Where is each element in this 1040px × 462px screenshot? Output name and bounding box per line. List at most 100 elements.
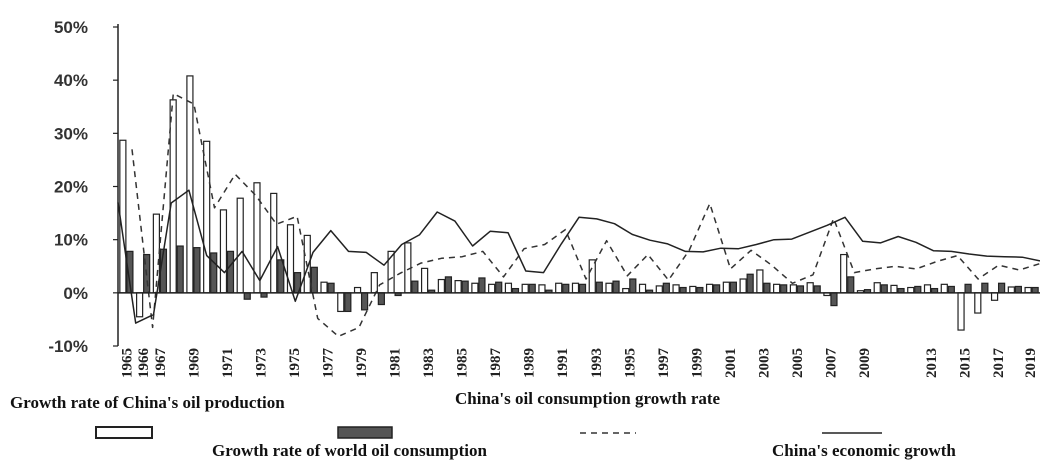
world-consumption-bar: [964, 283, 972, 294]
china-production-bar: [236, 197, 244, 294]
legend-swatch-china-production: [95, 426, 153, 439]
x-tick-label: 1975: [287, 348, 303, 378]
china-production-bar: [1007, 286, 1015, 294]
y-tick-label: 40%: [54, 71, 88, 90]
world-consumption-bar: [226, 250, 235, 294]
world-consumption-bar: [377, 292, 385, 306]
series-lines: [117, 92, 1040, 338]
world-consumption-bar: [595, 281, 603, 294]
y-axis-ticks: 50% 40% 30% 20% 10% 0% -10%: [48, 18, 88, 356]
china-production-bar: [454, 280, 462, 294]
china-production-bar: [186, 75, 194, 294]
world-consumption-bar: [210, 252, 218, 294]
china-production-bar: [957, 292, 965, 331]
x-tick-label: 1971: [220, 348, 236, 378]
world-consumption-bar: [1014, 285, 1022, 294]
world-consumption-bar: [696, 286, 704, 294]
legend-label-world-consumption: Growth rate of world oil consumption: [212, 441, 487, 460]
world-consumption-bar: [914, 285, 922, 294]
china-production-bar: [739, 278, 747, 294]
y-tick-label: 20%: [54, 178, 88, 197]
world-consumption-bar: [562, 283, 570, 294]
x-tick-label: 2003: [756, 348, 772, 378]
x-tick-label: 1966: [136, 348, 152, 379]
world-consumption-bar: [981, 282, 989, 294]
world-consumption-bar: [679, 286, 687, 294]
axes: [113, 24, 1040, 347]
china-production-bar: [689, 285, 697, 294]
y-tick-label: 50%: [54, 18, 88, 37]
world-consumption-bar: [478, 277, 486, 294]
world-consumption-bar: [176, 245, 184, 294]
china-production-bar: [169, 99, 177, 294]
x-tick-label: 1991: [555, 348, 571, 378]
china-production-bar: [638, 283, 647, 294]
x-tick-label: 1987: [488, 348, 504, 379]
china-consumption-line: [131, 92, 1040, 338]
x-tick-label: 1973: [254, 348, 270, 378]
x-tick-label: 2005: [790, 348, 806, 378]
world-consumption-bar: [1031, 286, 1039, 294]
x-tick-label: 1995: [622, 348, 638, 378]
china-production-bar: [923, 284, 932, 294]
x-axis-ticks: 1965 1966 1967 1969 1971 1973 1975 1977 1979 1981…: [119, 348, 1039, 379]
x-tick-label: 1977: [321, 348, 337, 379]
china-production-bar: [605, 282, 613, 294]
x-tick-label: 1993: [589, 348, 605, 378]
china-production-bar: [437, 278, 445, 294]
world-consumption-bar: [880, 284, 888, 294]
world-consumption-bar: [997, 282, 1006, 294]
china-production-bar: [203, 140, 211, 294]
world-consumption-bar: [360, 292, 369, 311]
world-consumption-bar: [528, 283, 536, 294]
x-tick-label: 2001: [723, 348, 739, 378]
china-production-bar: [320, 281, 328, 294]
x-tick-label: 1997: [656, 348, 672, 379]
china-production-bar: [370, 272, 378, 294]
china-production-bar: [672, 284, 680, 294]
china-production-bar: [588, 259, 596, 294]
world-consumption-bar: [461, 280, 469, 294]
china-production-bar: [136, 292, 144, 318]
world-consumption-bar: [796, 285, 805, 294]
world-consumption-bar: [327, 282, 335, 294]
world-consumption-bar: [193, 247, 201, 294]
world-consumption-bar: [495, 281, 503, 294]
world-consumption-bar: [830, 292, 838, 307]
china-production-bars: [119, 75, 1032, 331]
x-tick-label: 2017: [991, 348, 1007, 379]
world-consumption-bar: [578, 283, 587, 294]
china-production-bar: [219, 209, 228, 294]
y-tick-label: -10%: [48, 337, 88, 356]
x-tick-label: 1989: [522, 348, 538, 378]
legend-label-china-consumption: China's oil consumption growth rate: [455, 389, 721, 408]
world-consumption-bars: [126, 245, 1039, 313]
x-tick-label: 1985: [455, 348, 471, 378]
legend-swatch-china-consumption: [580, 432, 636, 434]
world-consumption-bar: [947, 285, 955, 294]
china-production-bar: [555, 282, 563, 294]
y-tick-label: 10%: [54, 231, 88, 250]
china-production-bar: [353, 286, 362, 294]
china-production-bar: [756, 269, 764, 294]
world-consumption-bar: [713, 284, 721, 294]
x-tick-label: 2007: [824, 348, 840, 379]
world-consumption-bar: [813, 285, 821, 294]
x-tick-label: 1979: [354, 348, 370, 378]
legend-swatch-china-economic-growth: [822, 432, 882, 434]
china-production-bar: [337, 292, 345, 313]
world-consumption-bar: [444, 276, 453, 294]
china-production-bar: [521, 283, 529, 294]
x-tick-label: 1981: [388, 348, 404, 378]
china-production-bar: [990, 292, 999, 301]
world-consumption-bar: [662, 282, 670, 294]
x-tick-label: 2019: [1023, 348, 1039, 378]
china-production-bar: [571, 282, 580, 294]
china-production-bar: [471, 282, 479, 294]
china-production-bar: [488, 283, 496, 294]
y-tick-label: 30%: [54, 124, 88, 143]
china-production-bar: [655, 285, 663, 294]
china-production-bar: [538, 284, 546, 294]
china-production-bar: [705, 283, 714, 294]
